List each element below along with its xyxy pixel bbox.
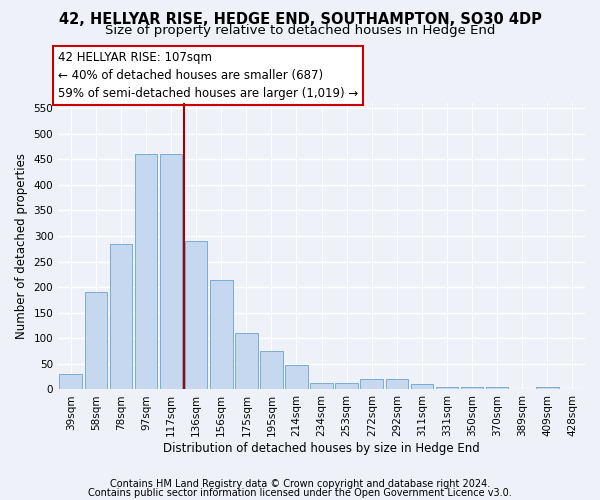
Bar (59, 374, 82, 390)
Bar (410, 384, 433, 390)
Bar (436, 387, 458, 390)
Text: 42 HELLYAR RISE: 107sqm
← 40% of detached houses are smaller (687)
59% of semi-d: 42 HELLYAR RISE: 107sqm ← 40% of detache… (58, 51, 358, 100)
Bar (361, 379, 383, 390)
Y-axis label: Number of detached properties: Number of detached properties (15, 153, 28, 339)
Bar (461, 387, 484, 390)
Bar (85, 292, 107, 390)
Bar (235, 333, 257, 390)
Bar (185, 241, 208, 390)
Bar (285, 365, 308, 390)
Text: 42, HELLYAR RISE, HEDGE END, SOUTHAMPTON, SO30 4DP: 42, HELLYAR RISE, HEDGE END, SOUTHAMPTON… (59, 12, 541, 28)
Bar (160, 154, 182, 390)
Bar (486, 387, 508, 390)
Bar (260, 351, 283, 390)
X-axis label: Distribution of detached houses by size in Hedge End: Distribution of detached houses by size … (163, 442, 480, 455)
Bar (536, 387, 559, 390)
Text: Contains public sector information licensed under the Open Government Licence v3: Contains public sector information licen… (88, 488, 512, 498)
Bar (386, 379, 408, 390)
Bar (134, 154, 157, 390)
Text: Size of property relative to detached houses in Hedge End: Size of property relative to detached ho… (105, 24, 495, 37)
Text: Contains HM Land Registry data © Crown copyright and database right 2024.: Contains HM Land Registry data © Crown c… (110, 479, 490, 489)
Bar (210, 280, 233, 390)
Bar (310, 383, 333, 390)
Bar (110, 244, 132, 390)
Bar (335, 383, 358, 390)
